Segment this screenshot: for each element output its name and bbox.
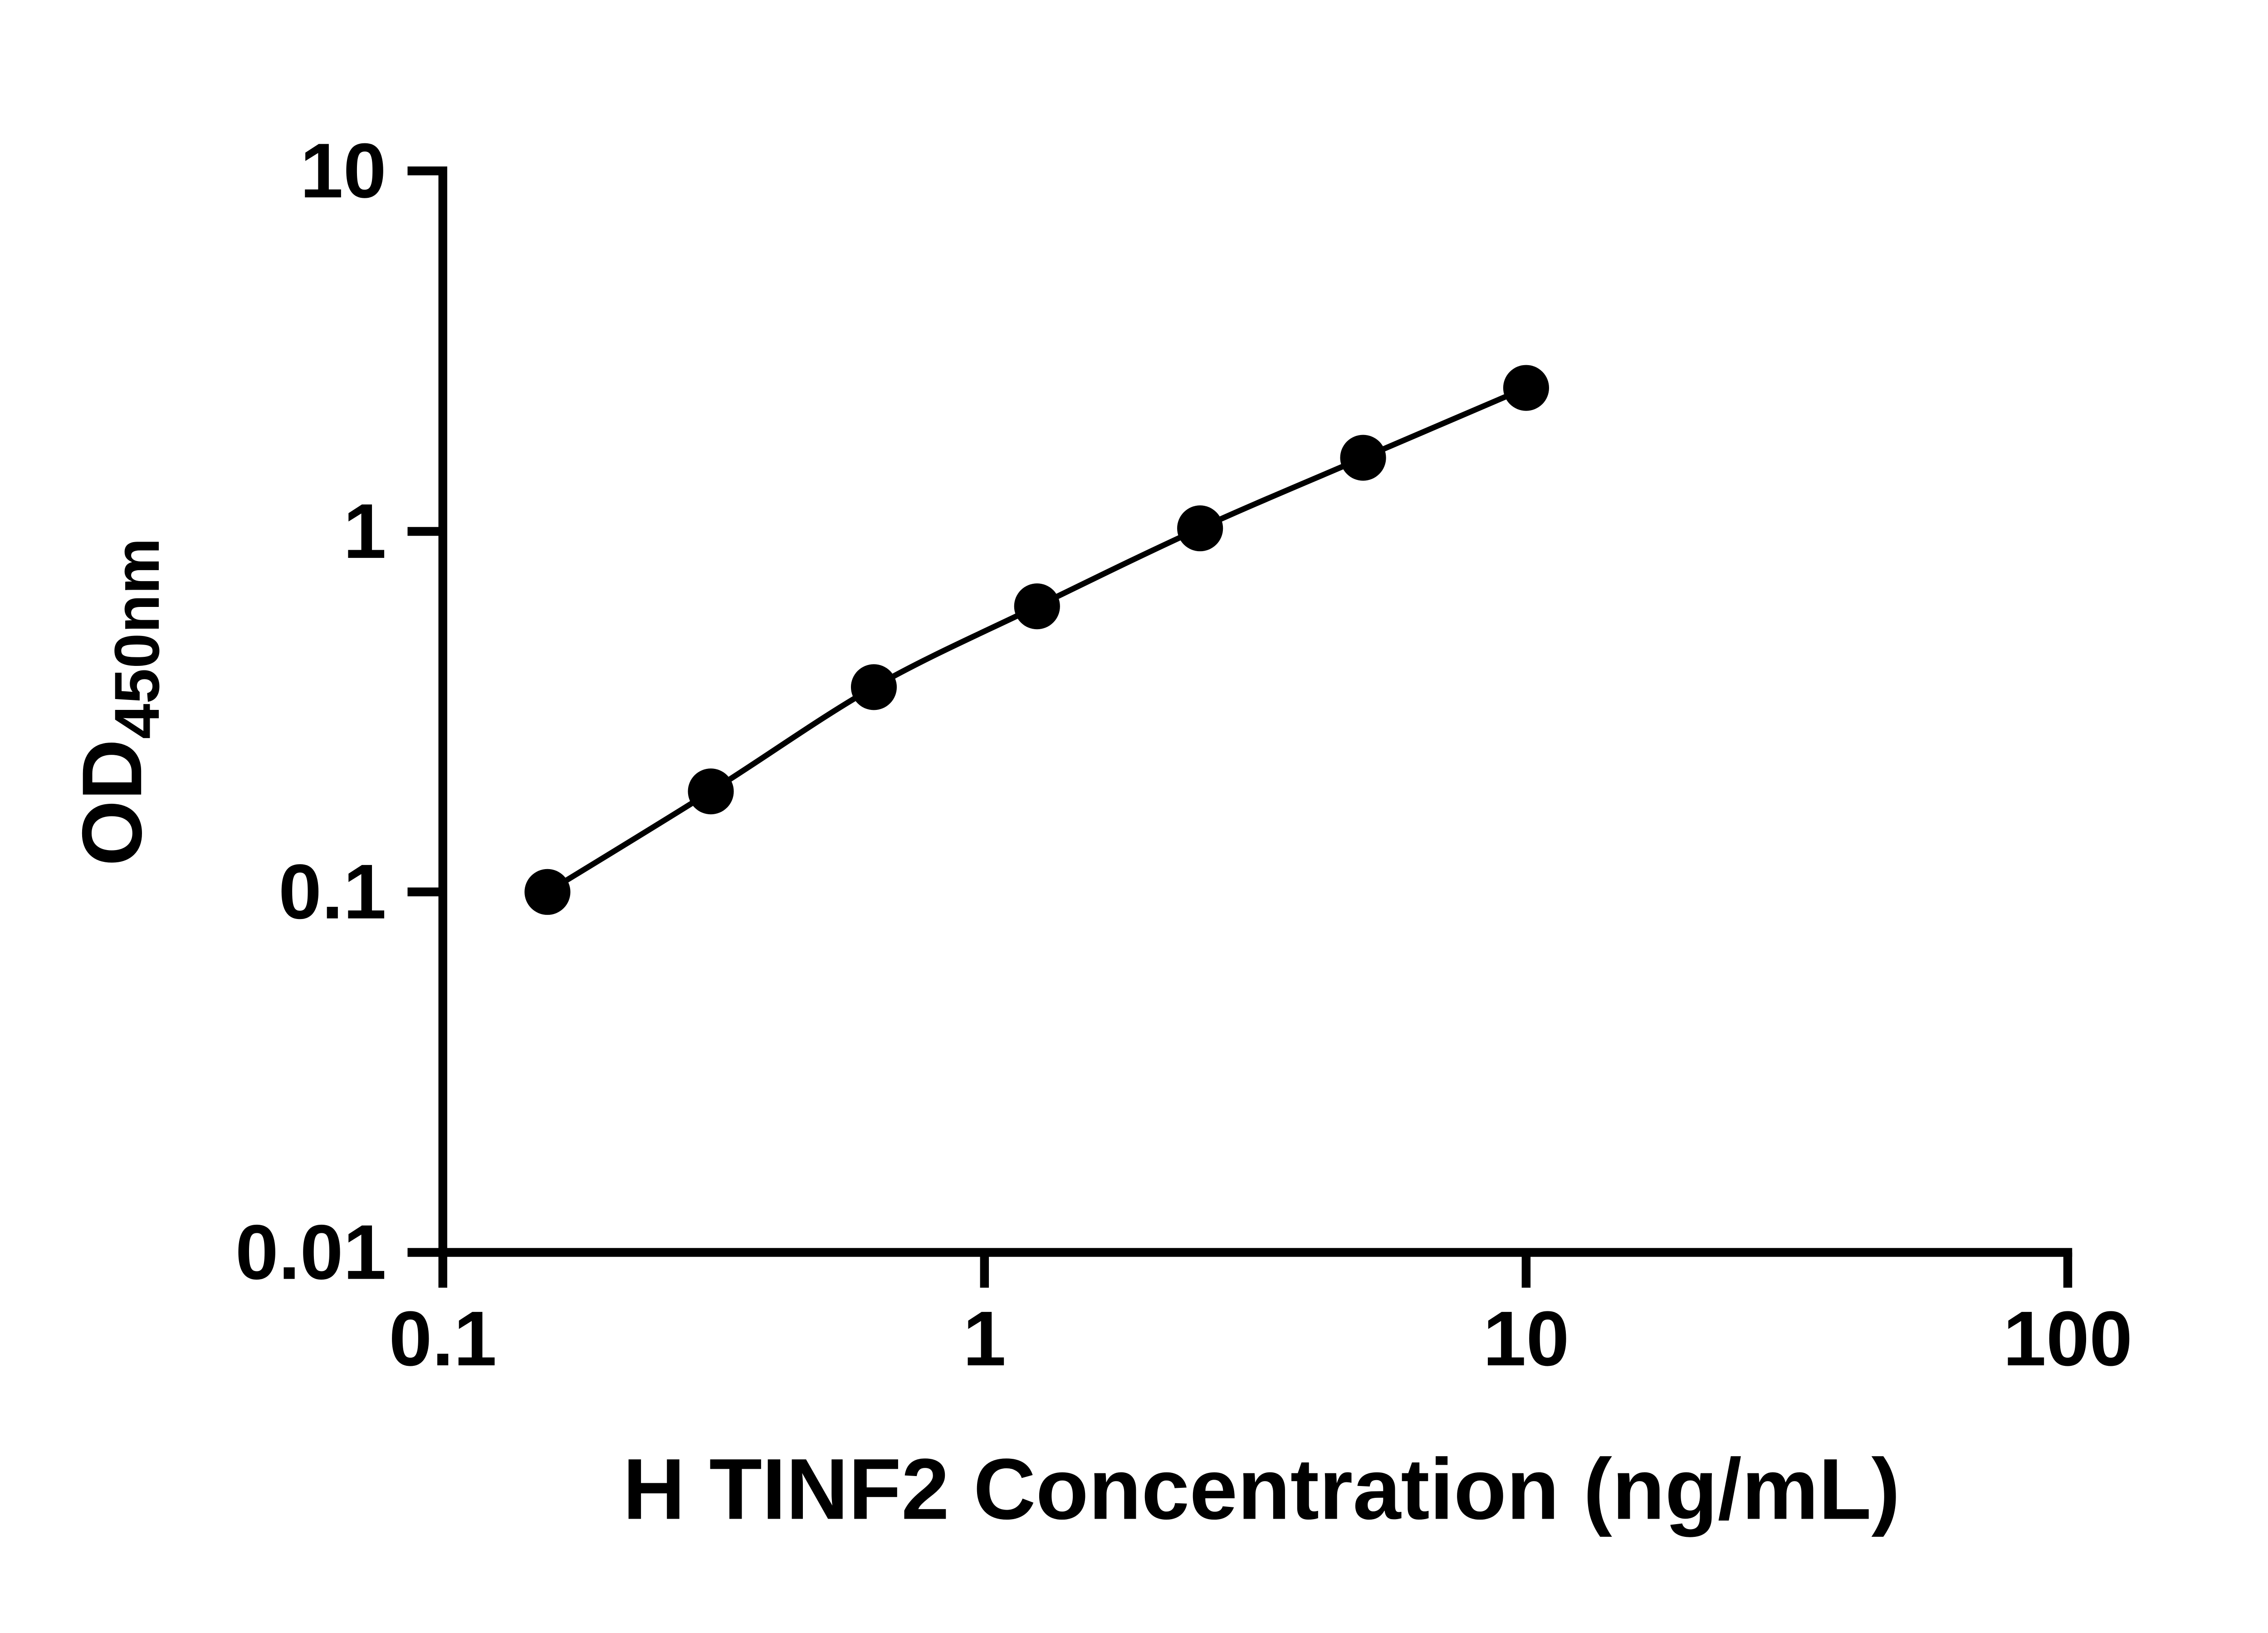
y-tick-label: 0.1 [279, 848, 386, 935]
data-point-marker [1340, 435, 1386, 481]
axis-spine [438, 166, 2072, 1257]
x-tick-label: 0.1 [389, 1296, 497, 1382]
y-axis-title-sub: 450nm [101, 538, 172, 739]
data-point-marker [1014, 583, 1060, 629]
data-point-marker [1177, 505, 1223, 552]
data-point-marker [688, 768, 734, 814]
data-series [524, 365, 1549, 915]
x-tick-label: 10 [1483, 1296, 1569, 1382]
data-point-marker [850, 664, 897, 710]
data-point-marker [1503, 365, 1549, 411]
x-axis-title: H TINF2 Concentration (ng/mL) [623, 1441, 1900, 1537]
x-tick-label: 1 [963, 1296, 1006, 1382]
y-axis-title: OD450nm [64, 538, 172, 866]
y-tick-label: 0.01 [235, 1209, 386, 1296]
axes [438, 166, 2072, 1257]
y-tick-label: 10 [300, 127, 386, 214]
x-tick-label: 100 [2003, 1296, 2133, 1382]
y-tick-label: 1 [343, 488, 386, 575]
data-point-marker [524, 869, 571, 915]
y-axis-title-main: OD [64, 739, 159, 866]
